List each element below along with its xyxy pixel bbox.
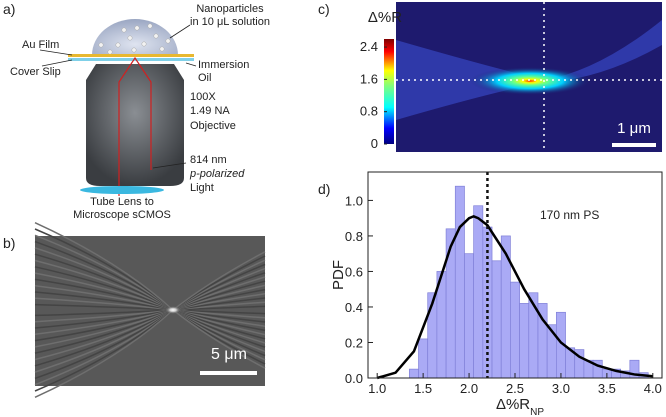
au-film — [68, 54, 194, 57]
x-label: Δ%R — [496, 396, 530, 413]
y-tick-label: 0.4 — [345, 300, 363, 315]
scale-bar-label: 1 μm — [617, 120, 651, 137]
colorbar-title: Δ%R — [368, 9, 402, 26]
colorbar-tick-label: 1.6 — [360, 71, 378, 86]
x-tick-label: 2.5 — [506, 381, 524, 396]
label: in 10 μL solution — [190, 16, 270, 28]
y-axis-label: PDF — [330, 260, 347, 290]
y-tick-label: 0.0 — [345, 371, 363, 386]
colorbar-tick-label: 0 — [371, 136, 378, 151]
bar — [408, 368, 419, 379]
fit-curve — [376, 215, 653, 380]
scale-bar-label: 5 μm — [211, 346, 247, 363]
light-path — [118, 56, 152, 196]
bar — [510, 281, 520, 379]
label: Microscope sCMOS — [73, 209, 171, 221]
x-tick-label: 3.0 — [552, 381, 570, 396]
label: Cover Slip — [10, 66, 61, 78]
bar — [473, 205, 484, 379]
cover-slip — [68, 58, 194, 61]
colorbar-tick-label: 0.8 — [360, 104, 378, 119]
bar — [491, 260, 502, 379]
label: Nanoparticles — [196, 3, 264, 15]
y-tick-label: 1.0 — [345, 193, 363, 208]
label: Au Film — [22, 39, 59, 51]
panel-label: d) — [318, 181, 330, 197]
y-tick-label: 0.8 — [345, 229, 363, 244]
bar — [418, 338, 429, 379]
y-tick-label: 0.2 — [345, 335, 363, 350]
colorbar — [384, 39, 394, 144]
bar — [445, 228, 456, 379]
bar — [464, 253, 475, 379]
label: Light — [190, 182, 214, 194]
label: Oil — [198, 72, 211, 84]
label: p-polarized — [189, 168, 245, 180]
label: 100X — [190, 91, 216, 103]
label: 1.49 NA — [190, 105, 230, 117]
bar — [519, 303, 530, 379]
bar — [482, 226, 493, 379]
image-c: 1 μm Δ%R 0 0.8 1.6 2.4 — [360, 2, 662, 152]
scale-bar — [200, 371, 257, 375]
label: Immersion — [198, 59, 249, 71]
diagram: Nanoparticles in 10 μL solution Au Film … — [10, 3, 270, 221]
label: Tube Lens to — [90, 196, 154, 208]
histogram-plot: 1.0 1.5 2.0 2.5 3.0 3.5 4.0 0.0 0.2 0.4 0.6 0.8 1.0 — [345, 171, 663, 396]
panel-label: a) — [3, 1, 15, 17]
panel-label: c) — [318, 1, 330, 17]
label: 814 nm — [190, 154, 227, 166]
label: Objective — [190, 120, 236, 132]
scale-bar — [612, 143, 656, 147]
objective — [86, 64, 184, 186]
x-label-subscript: NP — [530, 407, 544, 417]
pointers — [39, 24, 197, 169]
x-tick-label: 3.5 — [598, 381, 616, 396]
annotation: 170 nm PS — [540, 208, 599, 222]
bar — [454, 185, 465, 379]
x-axis-label: Δ%RNP — [496, 396, 544, 417]
tube-lens — [80, 186, 164, 194]
nanoparticles — [98, 23, 171, 55]
x-tick-label: 1.0 — [368, 381, 386, 396]
x-tick-label: 1.5 — [414, 381, 432, 396]
x-tick-label: 2.0 — [460, 381, 478, 396]
image-b: 5 μm — [34, 222, 266, 398]
y-tick-label: 0.6 — [345, 264, 363, 279]
colorbar-tick-label: 2.4 — [360, 39, 378, 54]
panel-label: b) — [3, 235, 15, 251]
droplet — [92, 19, 178, 55]
x-tick-label: 4.0 — [644, 381, 662, 396]
